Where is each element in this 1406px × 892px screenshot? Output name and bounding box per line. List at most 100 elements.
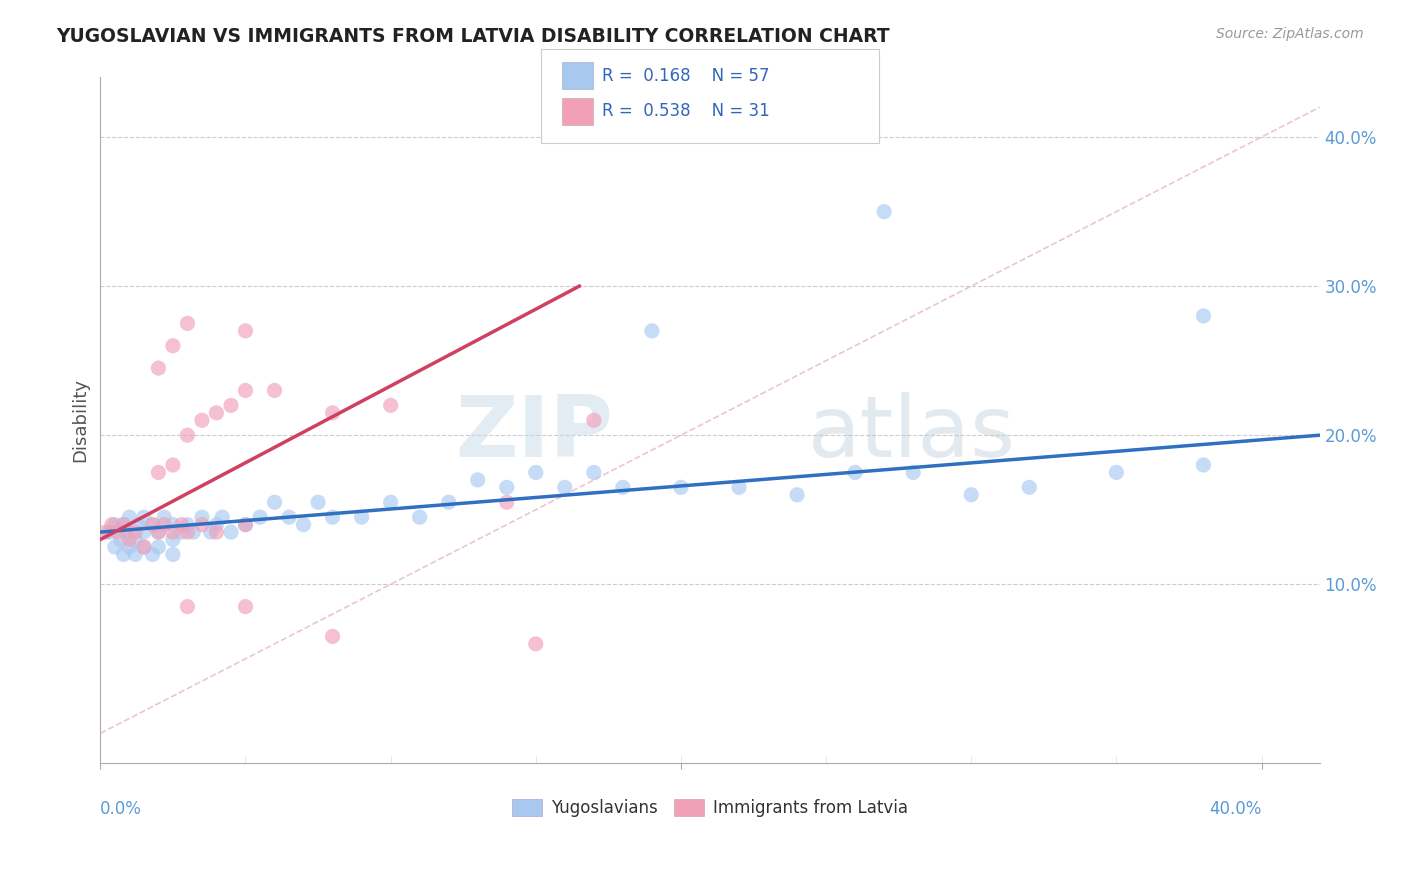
- Text: 40.0%: 40.0%: [1209, 800, 1261, 818]
- Point: [142, 548, 165, 562]
- Point: [612, 480, 634, 494]
- Point: [104, 517, 127, 532]
- Text: YUGOSLAVIAN VS IMMIGRANTS FROM LATVIA DISABILITY CORRELATION CHART: YUGOSLAVIAN VS IMMIGRANTS FROM LATVIA DI…: [56, 27, 890, 45]
- Point: [844, 466, 866, 480]
- Text: atlas: atlas: [807, 392, 1015, 475]
- Point: [495, 495, 517, 509]
- Point: [191, 517, 214, 532]
- Point: [669, 480, 692, 494]
- Point: [1105, 466, 1128, 480]
- Point: [211, 510, 233, 524]
- Point: [170, 525, 193, 540]
- Point: [112, 517, 135, 532]
- Point: [1192, 458, 1215, 472]
- Point: [235, 324, 257, 338]
- Point: [142, 517, 165, 532]
- Point: [322, 629, 344, 643]
- Point: [205, 525, 228, 540]
- Point: [153, 510, 176, 524]
- Point: [127, 517, 149, 532]
- Point: [292, 517, 315, 532]
- Point: [205, 406, 228, 420]
- Point: [495, 480, 517, 494]
- Point: [322, 510, 344, 524]
- Point: [554, 480, 576, 494]
- Text: Source: ZipAtlas.com: Source: ZipAtlas.com: [1216, 27, 1364, 41]
- Point: [176, 517, 198, 532]
- Point: [110, 533, 132, 547]
- Point: [728, 480, 751, 494]
- Point: [176, 317, 198, 331]
- Point: [307, 495, 329, 509]
- Point: [901, 466, 924, 480]
- Point: [322, 406, 344, 420]
- Point: [380, 398, 402, 412]
- Point: [524, 637, 547, 651]
- Point: [181, 525, 204, 540]
- Point: [115, 525, 138, 540]
- Point: [101, 517, 124, 532]
- Point: [112, 517, 135, 532]
- Point: [132, 540, 155, 554]
- Text: ZIP: ZIP: [454, 392, 613, 475]
- Point: [118, 540, 141, 554]
- Point: [124, 548, 146, 562]
- Point: [219, 525, 242, 540]
- Point: [437, 495, 460, 509]
- Point: [205, 517, 228, 532]
- Point: [162, 339, 184, 353]
- Text: R =  0.538    N = 31: R = 0.538 N = 31: [602, 103, 769, 120]
- Point: [582, 413, 605, 427]
- Point: [263, 384, 285, 398]
- Point: [124, 533, 146, 547]
- Point: [191, 510, 214, 524]
- Point: [235, 384, 257, 398]
- Point: [176, 599, 198, 614]
- Point: [142, 517, 165, 532]
- Point: [219, 398, 242, 412]
- Point: [235, 517, 257, 532]
- Point: [263, 495, 285, 509]
- Point: [1018, 480, 1040, 494]
- Point: [582, 466, 605, 480]
- Point: [524, 466, 547, 480]
- Point: [162, 458, 184, 472]
- Point: [380, 495, 402, 509]
- Point: [873, 204, 896, 219]
- Point: [104, 540, 127, 554]
- Point: [641, 324, 664, 338]
- Point: [98, 525, 121, 540]
- Point: [124, 525, 146, 540]
- Point: [148, 540, 170, 554]
- Point: [162, 525, 184, 540]
- Point: [148, 525, 170, 540]
- Point: [235, 517, 257, 532]
- Point: [408, 510, 430, 524]
- Point: [162, 548, 184, 562]
- Legend: Yugoslavians, Immigrants from Latvia: Yugoslavians, Immigrants from Latvia: [506, 792, 914, 823]
- Text: 0.0%: 0.0%: [100, 800, 142, 818]
- Point: [249, 510, 271, 524]
- Point: [132, 540, 155, 554]
- Point: [278, 510, 301, 524]
- Point: [112, 548, 135, 562]
- Point: [960, 488, 983, 502]
- Point: [148, 466, 170, 480]
- Point: [235, 599, 257, 614]
- Point: [148, 525, 170, 540]
- Point: [132, 525, 155, 540]
- Point: [191, 413, 214, 427]
- Point: [200, 525, 222, 540]
- Point: [107, 525, 129, 540]
- Text: R =  0.168    N = 57: R = 0.168 N = 57: [602, 67, 769, 85]
- Y-axis label: Disability: Disability: [72, 378, 89, 462]
- Point: [176, 428, 198, 442]
- Point: [132, 510, 155, 524]
- Point: [1192, 309, 1215, 323]
- Point: [170, 517, 193, 532]
- Point: [467, 473, 489, 487]
- Point: [148, 361, 170, 376]
- Point: [153, 517, 176, 532]
- Point: [162, 517, 184, 532]
- Point: [162, 533, 184, 547]
